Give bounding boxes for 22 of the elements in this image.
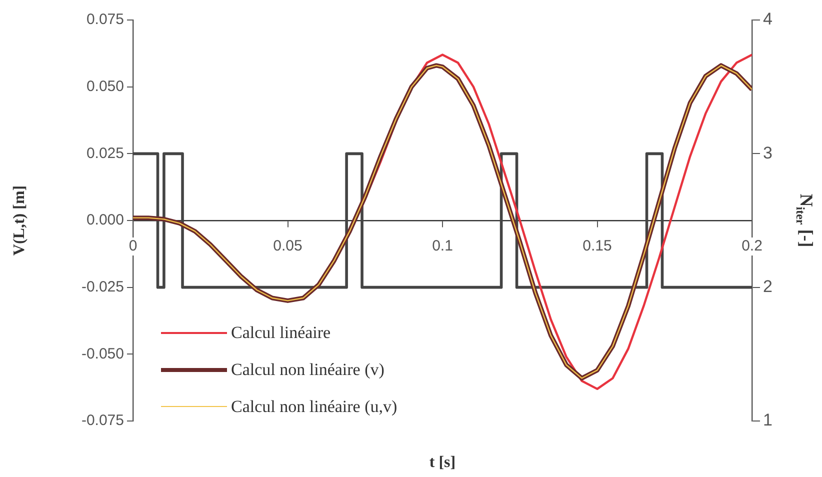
y-axis-title: V(L,t) [m]	[11, 185, 28, 256]
legend-label: Calcul linéaire	[231, 322, 331, 342]
x-tick-label: 0.05	[273, 238, 302, 255]
x-tick-label: 0	[128, 238, 138, 255]
y2-tick-label: 2	[763, 277, 772, 296]
y2-axis-title: Niter [-]	[794, 194, 816, 248]
y-tick-label: 0.000	[86, 212, 124, 229]
x-tick-label: 0.1	[432, 238, 453, 255]
y-tick-label: -0.075	[81, 412, 124, 430]
y2-tick-label: 1	[763, 410, 772, 430]
legend-label: Calcul non linéaire (v)	[231, 360, 384, 380]
y-tick-label: 0.075	[86, 11, 124, 28]
y-tick-label: 0.050	[86, 78, 124, 95]
x-axis-title: t [s]	[429, 454, 456, 472]
y2-tick-label: 3	[763, 143, 772, 162]
y2-tick-label: 4	[763, 10, 772, 29]
x-tick-label: 0.2	[742, 238, 762, 255]
y-tick-label: -0.050	[81, 345, 124, 362]
legend-label: Calcul non linéaire (u,v)	[231, 396, 398, 416]
y-tick-label: 0.025	[86, 144, 124, 162]
y-tick-label: -0.025	[81, 278, 124, 296]
x-tick-label: 0.15	[582, 238, 612, 255]
